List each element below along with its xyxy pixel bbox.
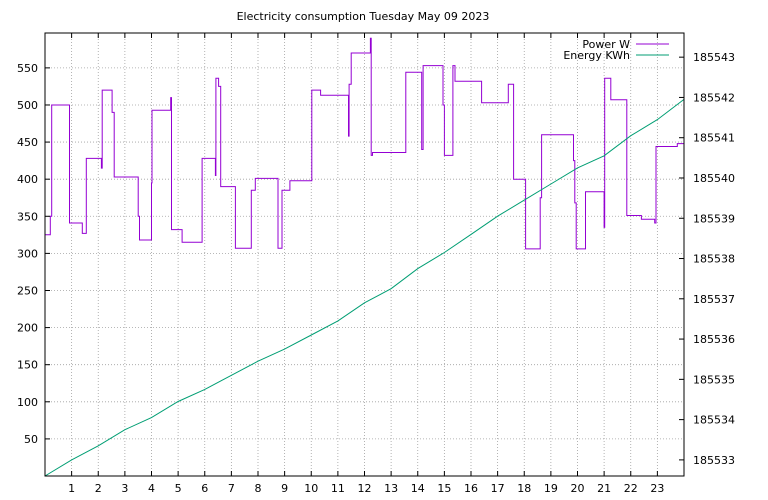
x-tick-label: 9 bbox=[281, 482, 288, 495]
x-tick-label: 22 bbox=[624, 482, 638, 495]
x-tick-label: 10 bbox=[304, 482, 318, 495]
y-right-tick-label: 185533 bbox=[693, 454, 735, 467]
x-tick-label: 4 bbox=[148, 482, 155, 495]
chart-title: Electricity consumption Tuesday May 09 2… bbox=[237, 10, 490, 23]
y-left-tick-label: 300 bbox=[17, 247, 38, 260]
x-tick-label: 23 bbox=[650, 482, 664, 495]
series-line-energy bbox=[44, 99, 685, 477]
x-tick-label: 16 bbox=[464, 482, 478, 495]
x-tick-label: 13 bbox=[384, 482, 398, 495]
x-tick-label: 17 bbox=[491, 482, 505, 495]
series-layer bbox=[44, 37, 685, 477]
y-right-tick-label: 185539 bbox=[693, 212, 735, 225]
legend: Power W Energy KWh bbox=[563, 38, 669, 62]
y-left-tick-label: 150 bbox=[17, 359, 38, 372]
x-tick-label: 7 bbox=[228, 482, 235, 495]
y-left-tick-label: 450 bbox=[17, 136, 38, 149]
x-tick-label: 8 bbox=[255, 482, 262, 495]
axes: 1 2 3 4 5 6 7 8 9 10 11 12 13 14 15 16 17 18 19 20 21 22 23501… bbox=[17, 33, 735, 495]
x-tick-label: 6 bbox=[201, 482, 208, 495]
x-tick-label: 1 bbox=[68, 482, 75, 495]
y-right-tick-label: 185534 bbox=[693, 414, 735, 427]
y-right-tick-label: 185543 bbox=[693, 51, 735, 64]
y-left-tick-label: 350 bbox=[17, 210, 38, 223]
y-right-tick-label: 185540 bbox=[693, 172, 735, 185]
grid bbox=[45, 33, 684, 476]
series-line-power bbox=[45, 37, 684, 250]
x-tick-label: 20 bbox=[571, 482, 585, 495]
x-tick-label: 11 bbox=[331, 482, 345, 495]
y-right-tick-label: 185538 bbox=[693, 253, 735, 266]
x-tick-label: 3 bbox=[121, 482, 128, 495]
legend-label-energy: Energy KWh bbox=[563, 49, 630, 62]
y-left-tick-label: 500 bbox=[17, 99, 38, 112]
x-tick-label: 15 bbox=[437, 482, 451, 495]
y-left-tick-label: 200 bbox=[17, 322, 38, 335]
y-left-tick-label: 100 bbox=[17, 396, 38, 409]
y-right-tick-label: 185542 bbox=[693, 91, 735, 104]
x-tick-label: 5 bbox=[175, 482, 182, 495]
x-tick-label: 2 bbox=[95, 482, 102, 495]
legend-label-power: Power W bbox=[582, 38, 630, 51]
y-left-tick-label: 550 bbox=[17, 62, 38, 75]
x-tick-label: 19 bbox=[544, 482, 558, 495]
x-tick-label: 14 bbox=[411, 482, 425, 495]
y-left-tick-label: 250 bbox=[17, 284, 38, 297]
x-tick-label: 18 bbox=[517, 482, 531, 495]
y-right-tick-label: 185535 bbox=[693, 373, 735, 386]
x-tick-label: 21 bbox=[597, 482, 611, 495]
y-left-tick-label: 50 bbox=[24, 433, 38, 446]
y-left-tick-label: 400 bbox=[17, 173, 38, 186]
x-tick-label: 12 bbox=[358, 482, 372, 495]
y-right-tick-label: 185536 bbox=[693, 333, 735, 346]
y-right-tick-label: 185541 bbox=[693, 132, 735, 145]
y-right-tick-label: 185537 bbox=[693, 293, 735, 306]
